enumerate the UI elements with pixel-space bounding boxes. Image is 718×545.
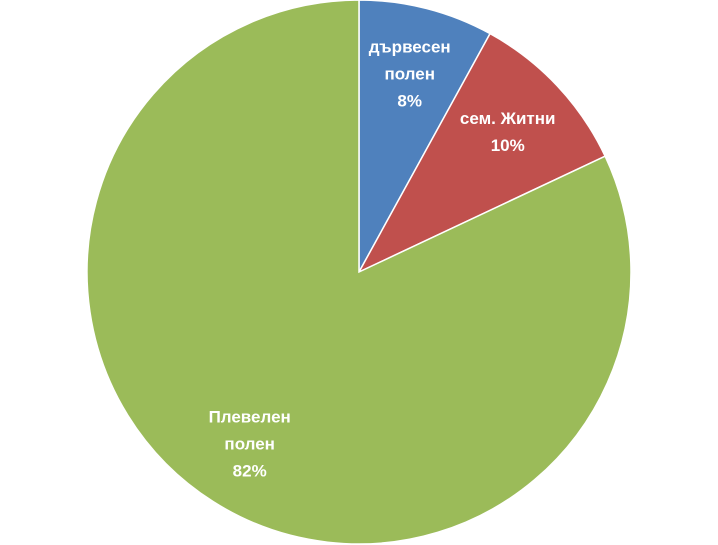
pie-slice [86,0,632,545]
category-label: Плевелен полен [208,407,291,454]
category-label: дървесен полен [368,37,451,84]
category-label: сем. Житни [459,109,556,129]
data-label: Плевелен полен 82% [191,404,309,485]
pie-slice [358,0,492,273]
value-label: 82% [232,461,267,481]
data-label: сем. Житни 10% [449,105,567,159]
pie-slice [357,32,607,274]
data-label: дървесен полен 8% [351,34,469,115]
value-label: 10% [490,136,525,156]
value-label: 8% [397,91,422,111]
